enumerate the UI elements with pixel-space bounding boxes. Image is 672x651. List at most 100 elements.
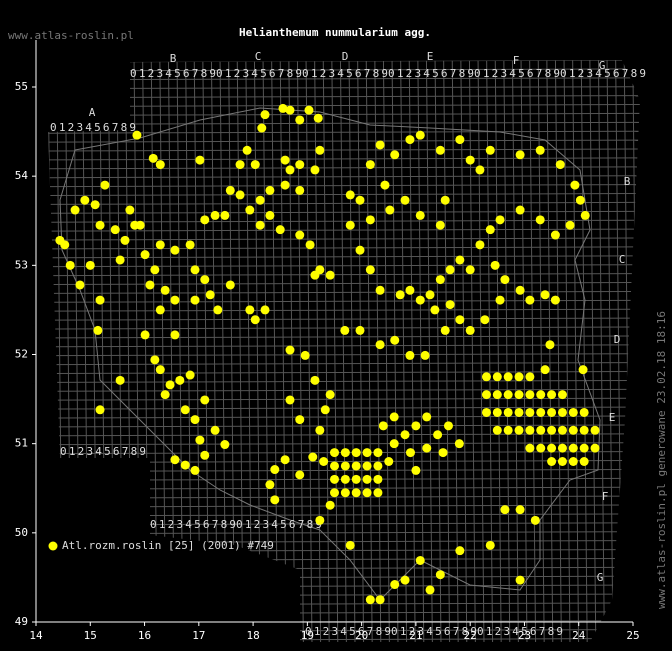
x-tick-label: 19 xyxy=(301,629,314,642)
occurrence-dot xyxy=(175,375,185,385)
occurrence-dot xyxy=(345,190,355,200)
grid-line xyxy=(48,130,640,134)
occurrence-dot xyxy=(380,180,390,190)
occurrence-dot xyxy=(185,370,195,380)
occurrence-dot xyxy=(200,275,210,285)
occurrence-dot xyxy=(525,425,535,435)
occurrence-dot xyxy=(275,225,285,235)
occurrence-dot xyxy=(590,443,600,453)
grid-line xyxy=(314,60,322,642)
occurrence-dot xyxy=(535,145,545,155)
occurrence-dot xyxy=(425,290,435,300)
occurrence-dot xyxy=(514,372,524,382)
occurrence-dot xyxy=(440,325,450,335)
grid-line xyxy=(48,237,640,241)
occurrence-dot xyxy=(148,153,158,163)
occurrence-dot xyxy=(557,407,567,417)
occurrence-dot xyxy=(160,390,170,400)
grid-line xyxy=(554,60,562,642)
grid-digits: 0123456789 xyxy=(150,518,238,531)
occurrence-dot xyxy=(235,190,245,200)
grid-line xyxy=(48,219,640,223)
occurrence-dot xyxy=(515,150,525,160)
occurrence-dot xyxy=(465,325,475,335)
occurrence-dot xyxy=(400,575,410,585)
occurrence-dot xyxy=(385,205,395,215)
grid-line xyxy=(48,95,640,99)
occurrence-dot xyxy=(525,443,535,453)
occurrence-dot xyxy=(295,230,305,240)
occurrence-dot xyxy=(475,240,485,250)
occurrence-dot xyxy=(435,570,445,580)
occurrence-dot xyxy=(465,265,475,275)
x-tick-label: 14 xyxy=(29,629,43,642)
grid-line xyxy=(48,201,640,205)
occurrence-dot xyxy=(435,145,445,155)
occurrence-dot xyxy=(443,421,453,431)
occurrence-dot xyxy=(525,390,535,400)
occurrence-dot xyxy=(495,295,505,305)
occurrence-dot xyxy=(200,395,210,405)
occurrence-dot xyxy=(95,295,105,305)
occurrence-dot xyxy=(375,595,385,605)
occurrence-dot xyxy=(245,305,255,315)
occurrence-dot xyxy=(455,135,465,145)
grid-digits: 0123456789 xyxy=(50,121,138,134)
grid-line xyxy=(511,60,519,642)
occurrence-dot xyxy=(525,295,535,305)
grid-line xyxy=(468,60,476,642)
occurrence-dot xyxy=(362,474,372,484)
occurrence-dot xyxy=(213,305,223,315)
occurrence-dot xyxy=(555,160,565,170)
grid-line xyxy=(48,86,640,90)
occurrence-dot xyxy=(300,350,310,360)
grid-line xyxy=(365,60,373,642)
occurrence-dot xyxy=(155,305,165,315)
grid-letter: C xyxy=(619,253,626,266)
occurrence-dot xyxy=(411,421,421,431)
occurrence-dot xyxy=(515,285,525,295)
occurrence-dot xyxy=(185,240,195,250)
occurrence-dot xyxy=(492,390,502,400)
grid-line xyxy=(48,104,640,107)
occurrence-dot xyxy=(590,425,600,435)
occurrence-dot xyxy=(345,220,355,230)
occurrence-dot xyxy=(170,245,180,255)
grid-digits: 0123456789 xyxy=(236,518,324,531)
occurrence-dot xyxy=(378,421,388,431)
occurrence-dot xyxy=(547,425,557,435)
occurrence-dot xyxy=(375,340,385,350)
occurrence-dot xyxy=(132,130,142,140)
occurrence-dot xyxy=(260,305,270,315)
occurrence-dot xyxy=(362,461,372,471)
occurrence-dot xyxy=(389,412,399,422)
grid-line xyxy=(400,60,408,642)
occurrence-dot xyxy=(570,180,580,190)
occurrence-dot xyxy=(340,325,350,335)
grid-letter: E xyxy=(427,50,434,63)
occurrence-dot xyxy=(340,474,350,484)
grid-line xyxy=(48,317,640,321)
grid-line xyxy=(48,77,640,81)
y-tick-label: 55 xyxy=(15,80,28,93)
occurrence-dot xyxy=(530,515,540,525)
occurrence-dot xyxy=(515,575,525,585)
occurrence-dot xyxy=(435,220,445,230)
occurrence-dot xyxy=(190,465,200,475)
grid-line xyxy=(279,60,287,642)
grid-line xyxy=(262,60,270,642)
occurrence-dot xyxy=(190,265,200,275)
grid-line xyxy=(48,442,640,446)
grid-letter: F xyxy=(513,54,520,67)
grid-digits: 0123456789 xyxy=(60,445,148,458)
occurrence-dot xyxy=(180,405,190,415)
occurrence-dot xyxy=(362,488,372,498)
occurrence-dot xyxy=(315,515,325,525)
occurrence-dot xyxy=(405,285,415,295)
grid-letter: D xyxy=(342,50,349,63)
x-tick-label: 15 xyxy=(84,629,97,642)
occurrence-dot xyxy=(320,405,330,415)
occurrence-dot xyxy=(430,305,440,315)
occurrence-dot xyxy=(345,540,355,550)
grid-letter: F xyxy=(602,490,609,503)
